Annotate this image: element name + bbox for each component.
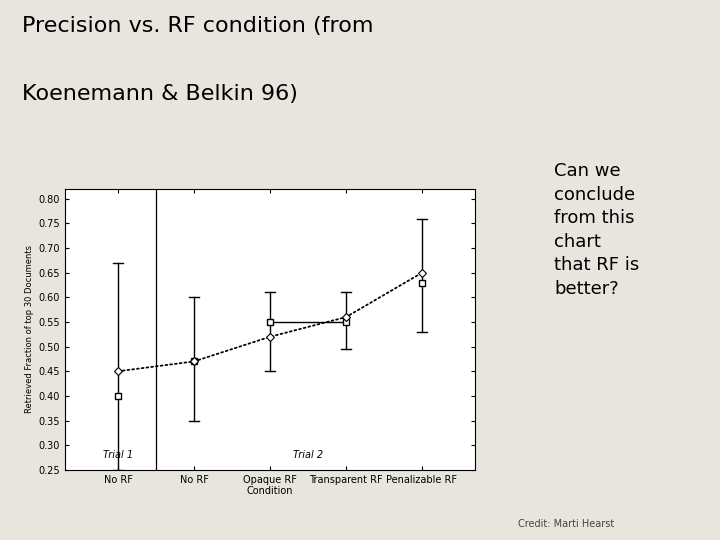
Text: Can we
conclude
from this
chart
that RF is
better?: Can we conclude from this chart that RF …: [554, 162, 639, 298]
Text: Trial 1: Trial 1: [103, 450, 133, 460]
Text: Trial 2: Trial 2: [293, 450, 323, 460]
Text: Koenemann & Belkin 96): Koenemann & Belkin 96): [22, 84, 297, 104]
Text: Precision vs. RF condition (from: Precision vs. RF condition (from: [22, 16, 373, 36]
Y-axis label: Retrieved Fraction of top 30 Documents: Retrieved Fraction of top 30 Documents: [25, 245, 34, 414]
Text: Credit: Marti Hearst: Credit: Marti Hearst: [518, 519, 615, 529]
